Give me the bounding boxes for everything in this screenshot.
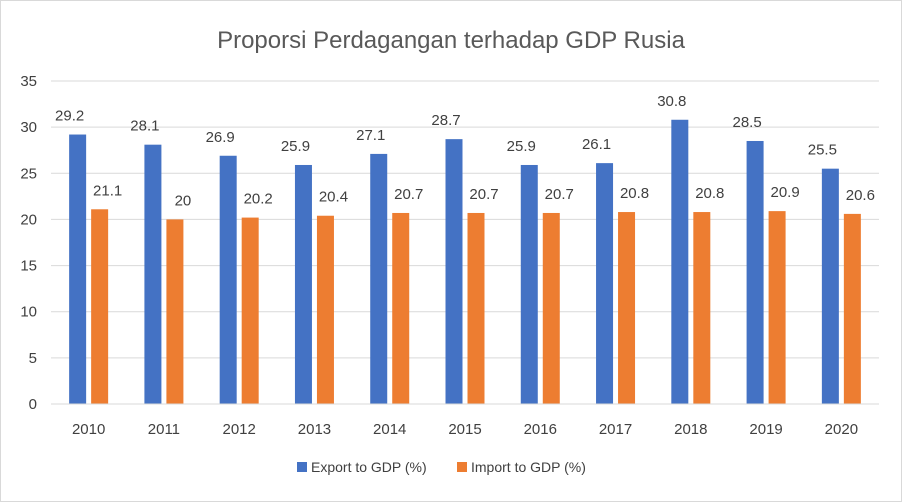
import-bar-2012 [241,217,259,404]
y-axis: 0 5 10 15 20 25 30 35 [20,73,37,413]
data-label: 28.1 [130,118,159,135]
y-tick-label: 20 [20,211,37,228]
x-tick-label: 2015 [448,421,481,438]
data-label: 27.1 [356,127,385,144]
data-label: 28.7 [431,112,460,129]
x-tick-label: 2016 [524,421,557,438]
y-tick-label: 25 [20,165,37,182]
data-label: 20.7 [545,186,574,203]
data-label: 20.7 [469,186,498,203]
gridlines [51,80,879,405]
import-bar-2010 [91,209,109,404]
data-label: 20.8 [695,185,724,202]
import-bar-2014 [392,212,410,404]
export-bar-2014 [370,153,388,404]
data-label: 25.9 [281,138,310,155]
export-bar-2019 [746,140,764,404]
y-tick-label: 0 [29,396,37,413]
x-axis: 2010 2011 2012 2013 2014 2015 2016 2017 2018 2019… [51,403,879,438]
legend: Export to GDP (%) Import to GDP (%) [297,459,586,475]
data-label: 20.4 [319,189,348,206]
legend-swatch-1 [457,462,467,472]
y-tick-label: 5 [29,350,37,367]
export-bar-2013 [294,164,312,404]
y-tick-label: 35 [20,73,37,90]
legend-swatch-0 [297,462,307,472]
import-bar-2018 [693,212,711,404]
y-tick-label: 30 [20,119,37,136]
data-label: 20 [175,192,192,209]
export-bar-2012 [219,155,237,404]
data-label: 28.5 [732,114,761,131]
x-tick-label: 2017 [599,421,632,438]
data-label: 20.7 [394,186,423,203]
data-label: 29.2 [55,108,84,125]
chart-title: Proporsi Perdagangan terhadap GDP Rusia [217,27,686,54]
export-bar-2015 [445,139,463,404]
data-label: 20.2 [244,191,273,208]
x-tick-label: 2019 [749,421,782,438]
x-tick-label: 2018 [674,421,707,438]
x-tick-label: 2012 [222,421,255,438]
import-bar-2016 [542,212,560,404]
import-bar-2015 [467,212,485,404]
export-bar-2016 [520,164,538,404]
data-label: 20.9 [770,184,799,201]
legend-label-1: Import to GDP (%) [471,459,586,475]
y-tick-label: 10 [20,304,37,321]
data-labels: 29.2 21.1 28.1 20 26.9 20.2 25.9 20.4 27.1 20.7 28… [55,93,875,210]
data-label: 20.8 [620,185,649,202]
import-bar-2017 [618,212,636,404]
legend-label-0: Export to GDP (%) [311,459,427,475]
export-bar-2020 [821,168,839,404]
x-tick-label: 2014 [373,421,406,438]
x-tick-label: 2020 [825,421,858,438]
bars [69,119,861,405]
import-bar-2020 [843,213,861,404]
export-bar-2017 [596,163,614,404]
y-tick-label: 15 [20,258,37,275]
data-label: 30.8 [657,93,686,110]
x-tick-label: 2011 [148,421,180,438]
export-bar-2018 [671,119,689,404]
import-bar-2019 [768,211,786,404]
x-tick-label: 2013 [298,421,331,438]
import-bar-2011 [166,219,184,404]
data-label: 26.1 [582,136,611,153]
data-label: 20.6 [846,187,875,204]
data-label: 26.9 [206,129,235,146]
data-label: 25.5 [808,142,837,159]
import-bar-2013 [316,215,334,404]
export-bar-2010 [69,134,87,405]
data-label: 21.1 [93,182,122,199]
data-label: 25.9 [507,138,536,155]
export-bar-2011 [144,144,162,405]
x-tick-label: 2010 [72,421,105,438]
